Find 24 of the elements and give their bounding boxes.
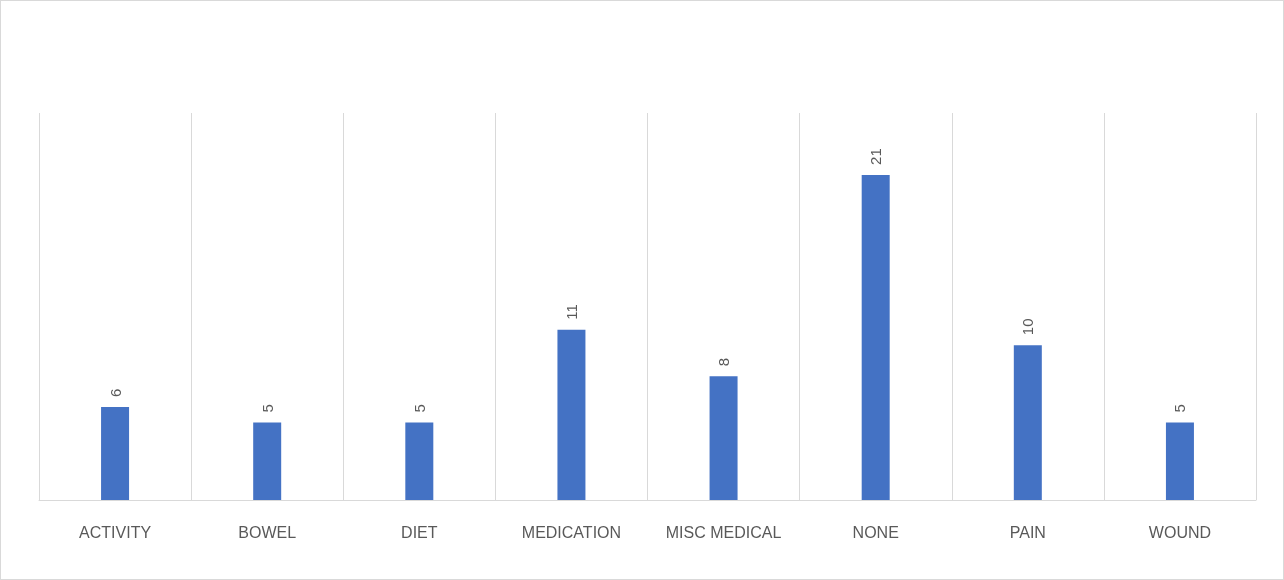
- x-tick-label: MISC MEDICAL: [665, 523, 782, 541]
- x-tick-label: DIET: [401, 523, 438, 541]
- data-label: 5: [1171, 404, 1189, 413]
- x-tick-label: WOUND: [1148, 523, 1212, 541]
- x-tick-label: PAIN: [1009, 523, 1046, 541]
- bar: [709, 376, 738, 500]
- x-tick-label: BOWEL: [238, 523, 297, 541]
- data-label: 10: [1019, 318, 1037, 336]
- bar: [861, 174, 890, 500]
- x-tick-label: ACTIVITY: [79, 523, 152, 541]
- data-label: 21: [867, 148, 885, 165]
- bar: [101, 407, 130, 500]
- bar: [557, 329, 586, 500]
- x-tick-label: MEDICATION: [521, 523, 622, 541]
- bar: [253, 422, 282, 500]
- bar: [1013, 345, 1042, 500]
- data-label: 8: [715, 357, 733, 367]
- bar: [405, 422, 434, 500]
- data-label: 5: [410, 404, 428, 413]
- x-tick-label: NONE: [852, 523, 899, 541]
- data-label: 11: [562, 304, 580, 320]
- data-label: 5: [258, 404, 276, 413]
- bar: [1165, 422, 1194, 500]
- data-label: 6: [106, 388, 124, 398]
